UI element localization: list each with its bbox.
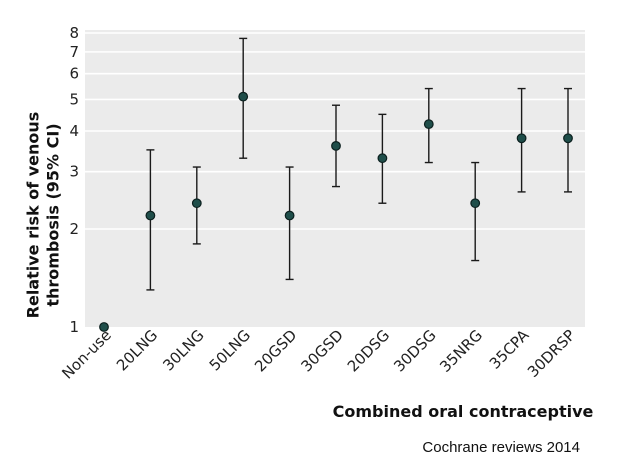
plot-area (85, 30, 585, 327)
data-point (563, 133, 573, 144)
y-tick-label: 2 (69, 220, 79, 238)
y-tick-label: 4 (69, 122, 79, 140)
x-axis-category-labels: Non-use20LNG30LNG50LNG20GSD30GSD20DSG30D… (58, 326, 578, 383)
grid-lines (85, 32, 585, 230)
y-axis-title: Relative risk of venousthrombosis (95% C… (23, 112, 62, 319)
y-tick-label: 6 (69, 65, 79, 83)
y-axis-tick-labels: 1 2 3 4 5 6 78 (69, 24, 79, 336)
source-note: Cochrane reviews 2014 (422, 439, 580, 456)
data-point (145, 210, 156, 221)
x-category-label: 20DSG (344, 326, 393, 375)
y-tick-label: 5 (69, 90, 79, 108)
data-point (238, 91, 249, 102)
y-tick-label: 3 (69, 163, 79, 181)
point-estimates (99, 91, 573, 332)
x-category-label: 30GSD (297, 326, 346, 375)
y-tick-label: 7 (69, 43, 79, 61)
x-category-label: 35NRG (436, 326, 486, 376)
data-point (191, 198, 202, 209)
y-tick-label: 8 (69, 24, 79, 42)
y-axis-title-line: thrombosis (95% CI) (43, 123, 62, 306)
x-category-label: 20LNG (113, 326, 161, 374)
y-tick-label: 1 (69, 318, 79, 336)
data-point (377, 153, 388, 164)
ci-bar (285, 166, 294, 281)
x-category-label: 30LNG (159, 326, 207, 374)
data-point (284, 210, 295, 221)
x-category-label: 20GSD (251, 326, 300, 375)
x-category-label: 50LNG (206, 326, 254, 374)
ci-bar (471, 161, 480, 262)
x-axis-title: Combined oral contraceptive (333, 402, 594, 421)
data-point (331, 140, 341, 151)
x-category-label: Non-use (58, 326, 114, 382)
data-point (516, 133, 527, 144)
data-point (470, 198, 481, 209)
y-axis-title-line: Relative risk of venous (23, 112, 42, 319)
x-category-label: 30DRSP (524, 326, 579, 381)
data-point (423, 119, 434, 130)
data-point (99, 322, 109, 332)
x-category-label: 30DSG (390, 326, 439, 375)
